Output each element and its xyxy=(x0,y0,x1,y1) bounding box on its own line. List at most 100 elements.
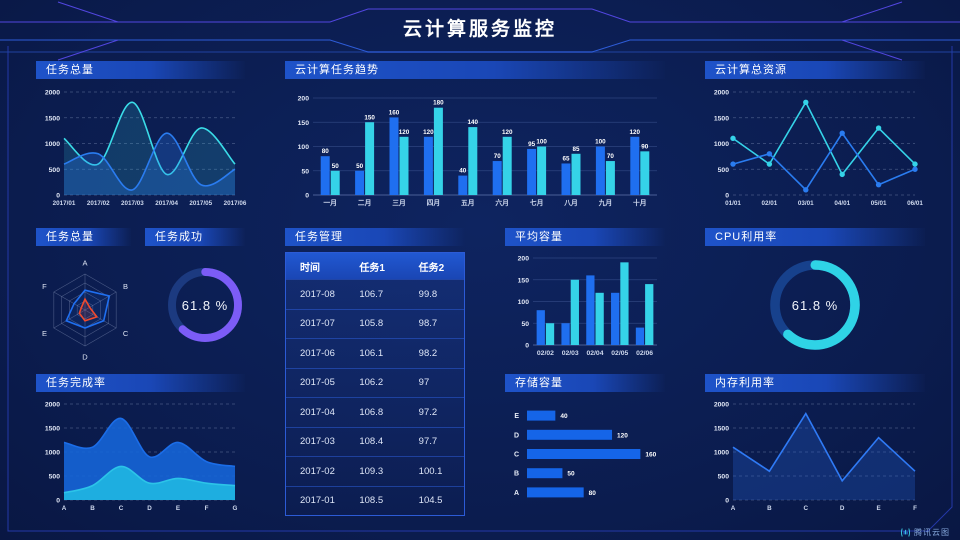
axis-label: 0 xyxy=(56,193,60,200)
axis-label: B xyxy=(514,471,519,478)
axis-label: 2017/05 xyxy=(189,200,212,207)
axis-label: C xyxy=(119,505,124,512)
bar xyxy=(433,107,443,195)
axis-label: 1000 xyxy=(45,450,60,457)
panel-header-task-success: 任务成功 xyxy=(145,228,245,246)
bar xyxy=(586,275,595,345)
axis-label: 140 xyxy=(468,119,479,126)
data-point xyxy=(730,135,736,142)
axis-label: 02/06 xyxy=(636,350,653,357)
panel-header-cpu-usage: CPU利用率 xyxy=(705,228,925,246)
bar xyxy=(399,136,409,195)
axis-label: 2000 xyxy=(714,402,729,409)
bar xyxy=(527,468,563,479)
axis-label: G xyxy=(233,505,238,512)
table-cell: 98.7 xyxy=(418,318,438,330)
axis-label: 06/01 xyxy=(907,200,923,207)
table-cell: 2017-01 xyxy=(300,495,335,507)
axis-label: 2000 xyxy=(714,90,729,97)
bar xyxy=(492,161,502,195)
bar xyxy=(527,148,537,195)
data-point xyxy=(730,161,736,167)
completion-rate-chart: 0 500 1000 1500 2000 A B C D E F G xyxy=(45,402,238,513)
data-point xyxy=(803,187,809,193)
data-point xyxy=(766,161,773,167)
table-cell: 2017-04 xyxy=(300,406,335,418)
bar xyxy=(630,136,640,195)
axis-label: 三月 xyxy=(392,199,406,207)
axis-label: 80 xyxy=(322,148,330,155)
panel-header-storage-capacity: 存储容量 xyxy=(505,374,665,392)
bar xyxy=(320,156,330,195)
axis-label: E xyxy=(42,329,47,338)
bar xyxy=(605,161,615,195)
data-point xyxy=(875,125,882,131)
avg-capacity-chart: 0 50 100 150 200 02/02 02/03 02/04 02/05 02/06 xyxy=(518,256,657,357)
axis-label: B xyxy=(767,505,772,512)
bar xyxy=(536,310,545,345)
axis-label: 50 xyxy=(521,321,529,328)
axis-label: 02/01 xyxy=(762,200,778,207)
axis-label: 七月 xyxy=(530,198,544,207)
axis-label: 1000 xyxy=(714,450,729,457)
table-cell: 106.8 xyxy=(359,406,384,418)
axis-label: 2017/04 xyxy=(155,200,178,207)
header-band xyxy=(0,51,960,53)
axis-label: 02/04 xyxy=(586,350,603,357)
axis-label: F xyxy=(205,505,209,512)
axis-label: 0 xyxy=(56,498,60,505)
table-row: 2017-01 108.5 104.5 xyxy=(286,485,464,516)
table-cell: 106.1 xyxy=(359,347,384,359)
axis-label: C xyxy=(123,329,129,338)
table-row: 2017-07 105.8 98.7 xyxy=(286,308,464,339)
table-cell: 2017-07 xyxy=(300,318,335,330)
panel-header-avg-capacity: 平均容量 xyxy=(505,228,665,246)
axis-label: D xyxy=(840,505,845,512)
table-cell: 106.2 xyxy=(359,377,384,389)
table-row: 2017-03 108.4 97.7 xyxy=(286,426,464,457)
bar xyxy=(468,127,478,195)
axis-label: 十月 xyxy=(633,198,647,207)
bar xyxy=(527,487,584,498)
axis-label: B xyxy=(123,282,128,291)
tencent-cloud-logo: 腾讯云图 xyxy=(900,527,950,538)
axis-label: 2017/02 xyxy=(87,200,110,207)
bar xyxy=(570,279,579,345)
bar xyxy=(423,136,433,195)
axis-label: 03/01 xyxy=(798,200,814,207)
table-header-row: 时间 任务1 任务2 xyxy=(286,253,464,279)
axis-label: 200 xyxy=(518,256,530,263)
axis-label: 50 xyxy=(567,471,575,478)
data-point xyxy=(803,99,809,105)
bar xyxy=(640,151,650,195)
axis-label: 1500 xyxy=(45,115,60,122)
axis-label: 70 xyxy=(607,153,615,160)
table-cell: 100.1 xyxy=(418,465,443,477)
data-point xyxy=(839,171,845,178)
axis-label: C xyxy=(514,452,519,459)
axis-label: 200 xyxy=(298,96,310,103)
axis-label: 一月 xyxy=(323,199,337,207)
donut-value-label: 61.8 % xyxy=(181,298,229,313)
axis-label: 六月 xyxy=(495,198,509,207)
line-series xyxy=(732,100,916,176)
axis-label: 120 xyxy=(617,432,628,439)
bar xyxy=(611,292,620,345)
axis-label: 0 xyxy=(525,343,529,350)
axis-label: 150 xyxy=(298,120,310,127)
axis-label: 1000 xyxy=(45,141,60,148)
axis-label: 150 xyxy=(518,277,530,284)
panel-title: 云计算总资源 xyxy=(715,64,787,76)
axis-label: A xyxy=(514,490,519,497)
panel-title: 任务完成率 xyxy=(46,377,106,389)
axis-label: 五月 xyxy=(461,199,475,207)
cloud-resources-chart: 0 500 1000 1500 2000 01/01 02/01 03/01 04/01 05/0… xyxy=(714,90,923,208)
table-row: 2017-08 106.7 99.8 xyxy=(286,279,464,309)
data-point xyxy=(912,166,918,172)
panel-title: 云计算任务趋势 xyxy=(295,64,379,76)
axis-label: 二月 xyxy=(358,199,372,207)
table-cell: 任务2 xyxy=(418,262,445,274)
axis-label: 四月 xyxy=(427,199,441,207)
axis-label: 1500 xyxy=(714,115,729,122)
table-row: 2017-02 109.3 100.1 xyxy=(286,456,464,486)
